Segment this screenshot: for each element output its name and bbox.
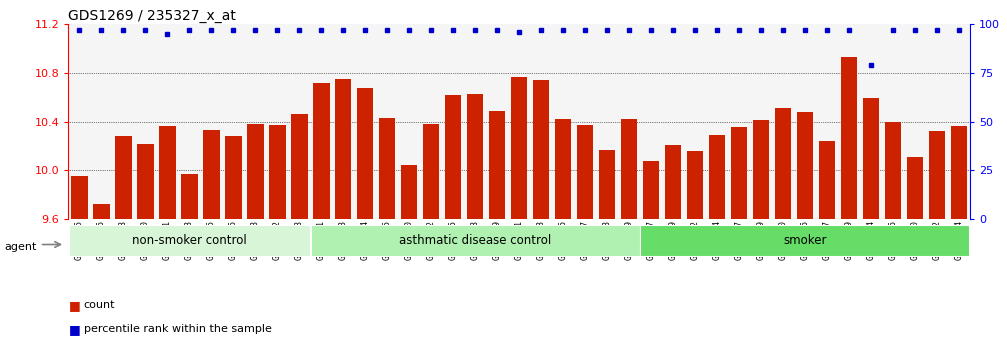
Text: agent: agent: [4, 242, 36, 252]
Bar: [752, 120, 769, 219]
Bar: [555, 119, 571, 219]
Bar: [71, 176, 88, 219]
Bar: [94, 205, 110, 219]
Bar: [488, 111, 506, 219]
Text: asthmatic disease control: asthmatic disease control: [399, 234, 551, 247]
Bar: [863, 98, 879, 219]
Bar: [115, 136, 132, 219]
Bar: [423, 124, 439, 219]
Bar: [620, 119, 637, 219]
Bar: [642, 161, 660, 219]
Bar: [226, 136, 242, 219]
Bar: [291, 114, 307, 219]
Text: non-smoker control: non-smoker control: [132, 234, 247, 247]
Bar: [533, 80, 550, 219]
Bar: [640, 225, 970, 256]
Bar: [774, 108, 792, 219]
Bar: [797, 112, 813, 219]
Bar: [709, 135, 725, 219]
Bar: [819, 141, 835, 219]
Bar: [137, 144, 154, 219]
Bar: [665, 145, 681, 219]
Text: ■: ■: [68, 299, 81, 312]
Text: count: count: [84, 300, 115, 310]
Text: GDS1269 / 235327_x_at: GDS1269 / 235327_x_at: [68, 9, 237, 23]
Bar: [159, 127, 175, 219]
Bar: [467, 93, 483, 219]
Text: ■: ■: [68, 323, 81, 336]
Bar: [841, 57, 857, 219]
Text: smoker: smoker: [783, 234, 827, 247]
Bar: [313, 82, 329, 219]
Bar: [906, 157, 923, 219]
Bar: [357, 88, 374, 219]
Bar: [68, 225, 310, 256]
Bar: [379, 118, 396, 219]
Bar: [203, 130, 220, 219]
Bar: [335, 79, 351, 219]
Bar: [181, 174, 197, 219]
Bar: [445, 95, 461, 219]
Bar: [951, 126, 967, 219]
Bar: [731, 127, 747, 219]
Bar: [884, 122, 901, 219]
Bar: [687, 151, 703, 219]
Bar: [311, 225, 639, 256]
Bar: [599, 150, 615, 219]
Bar: [511, 77, 528, 219]
Bar: [577, 125, 593, 219]
Bar: [401, 166, 418, 219]
Bar: [928, 131, 945, 219]
Bar: [269, 125, 286, 219]
Bar: [247, 124, 264, 219]
Text: percentile rank within the sample: percentile rank within the sample: [84, 325, 272, 334]
